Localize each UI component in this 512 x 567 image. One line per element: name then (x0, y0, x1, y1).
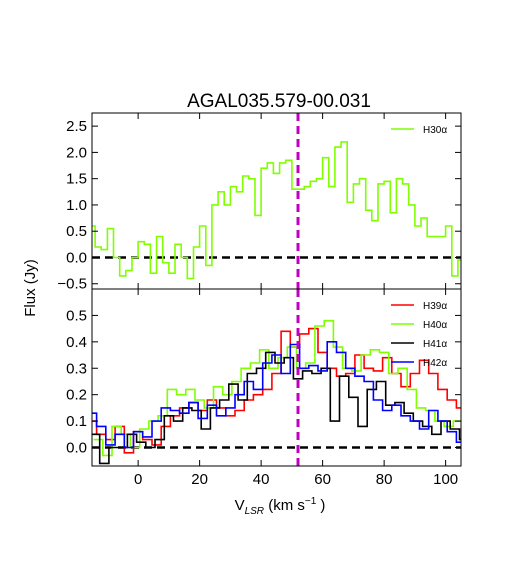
x-axis-label-sup: −1 (305, 496, 317, 507)
y-tick-label: 1.5 (66, 171, 87, 188)
y-tick-label: 2.0 (66, 144, 87, 161)
chart-title: AGAL035.579-00.031 (187, 91, 371, 112)
x-tick-label: 20 (191, 471, 208, 488)
y-tick-label: 0.4 (66, 334, 87, 351)
x-tick-label: 60 (314, 471, 331, 488)
bottom-panel: 0.5 0.4 0.3 0.2 0.1 0.0 0 20 40 60 80 100 H39α H40α H4… (66, 288, 462, 488)
x-tick-label: 0 (134, 471, 142, 488)
y-tick-label: 0.5 (66, 223, 87, 240)
x-axis-label-unit: (km s (264, 497, 305, 514)
panel-frame (91, 112, 462, 290)
series-line-0-0 (92, 141, 461, 280)
x-tick-label: 40 (253, 471, 270, 488)
legend-label: H39α (423, 301, 447, 312)
panel-frame (91, 288, 462, 467)
series-line-1-3 (92, 341, 461, 449)
x-axis-label-close: ) (316, 497, 325, 514)
x-axis-label-sub: LSR (245, 506, 264, 517)
y-tick-label: 0.2 (66, 387, 87, 404)
y-tick-label: 0.0 (66, 440, 87, 457)
legend-label: H40α (423, 320, 447, 331)
x-tick-label: 80 (376, 471, 393, 488)
top-panel: 2.5 2.0 1.5 1.0 0.5 0.0 −0.5 H30α (57, 112, 462, 293)
y-tick-label: 2.5 (66, 118, 87, 135)
x-axis-label: VLSR (km s−1 ) (235, 496, 326, 517)
y-axis-label: Flux (Jy) (22, 259, 39, 317)
y-tick-label: 0.3 (66, 360, 87, 377)
y-tick-label: 0.1 (66, 413, 87, 430)
legend-label: H30α (423, 125, 447, 136)
y-tick-label: 1.0 (66, 197, 87, 214)
legend-label: H41α (423, 339, 447, 350)
series-line-1-2 (92, 351, 461, 465)
y-tick-label: 0.0 (66, 249, 87, 266)
legend-label: H42α (423, 358, 447, 369)
x-axis-label-var: V (235, 497, 245, 514)
x-tick-label: 100 (433, 471, 458, 488)
y-tick-label: −0.5 (57, 276, 87, 293)
y-tick-label: 0.5 (66, 307, 87, 324)
